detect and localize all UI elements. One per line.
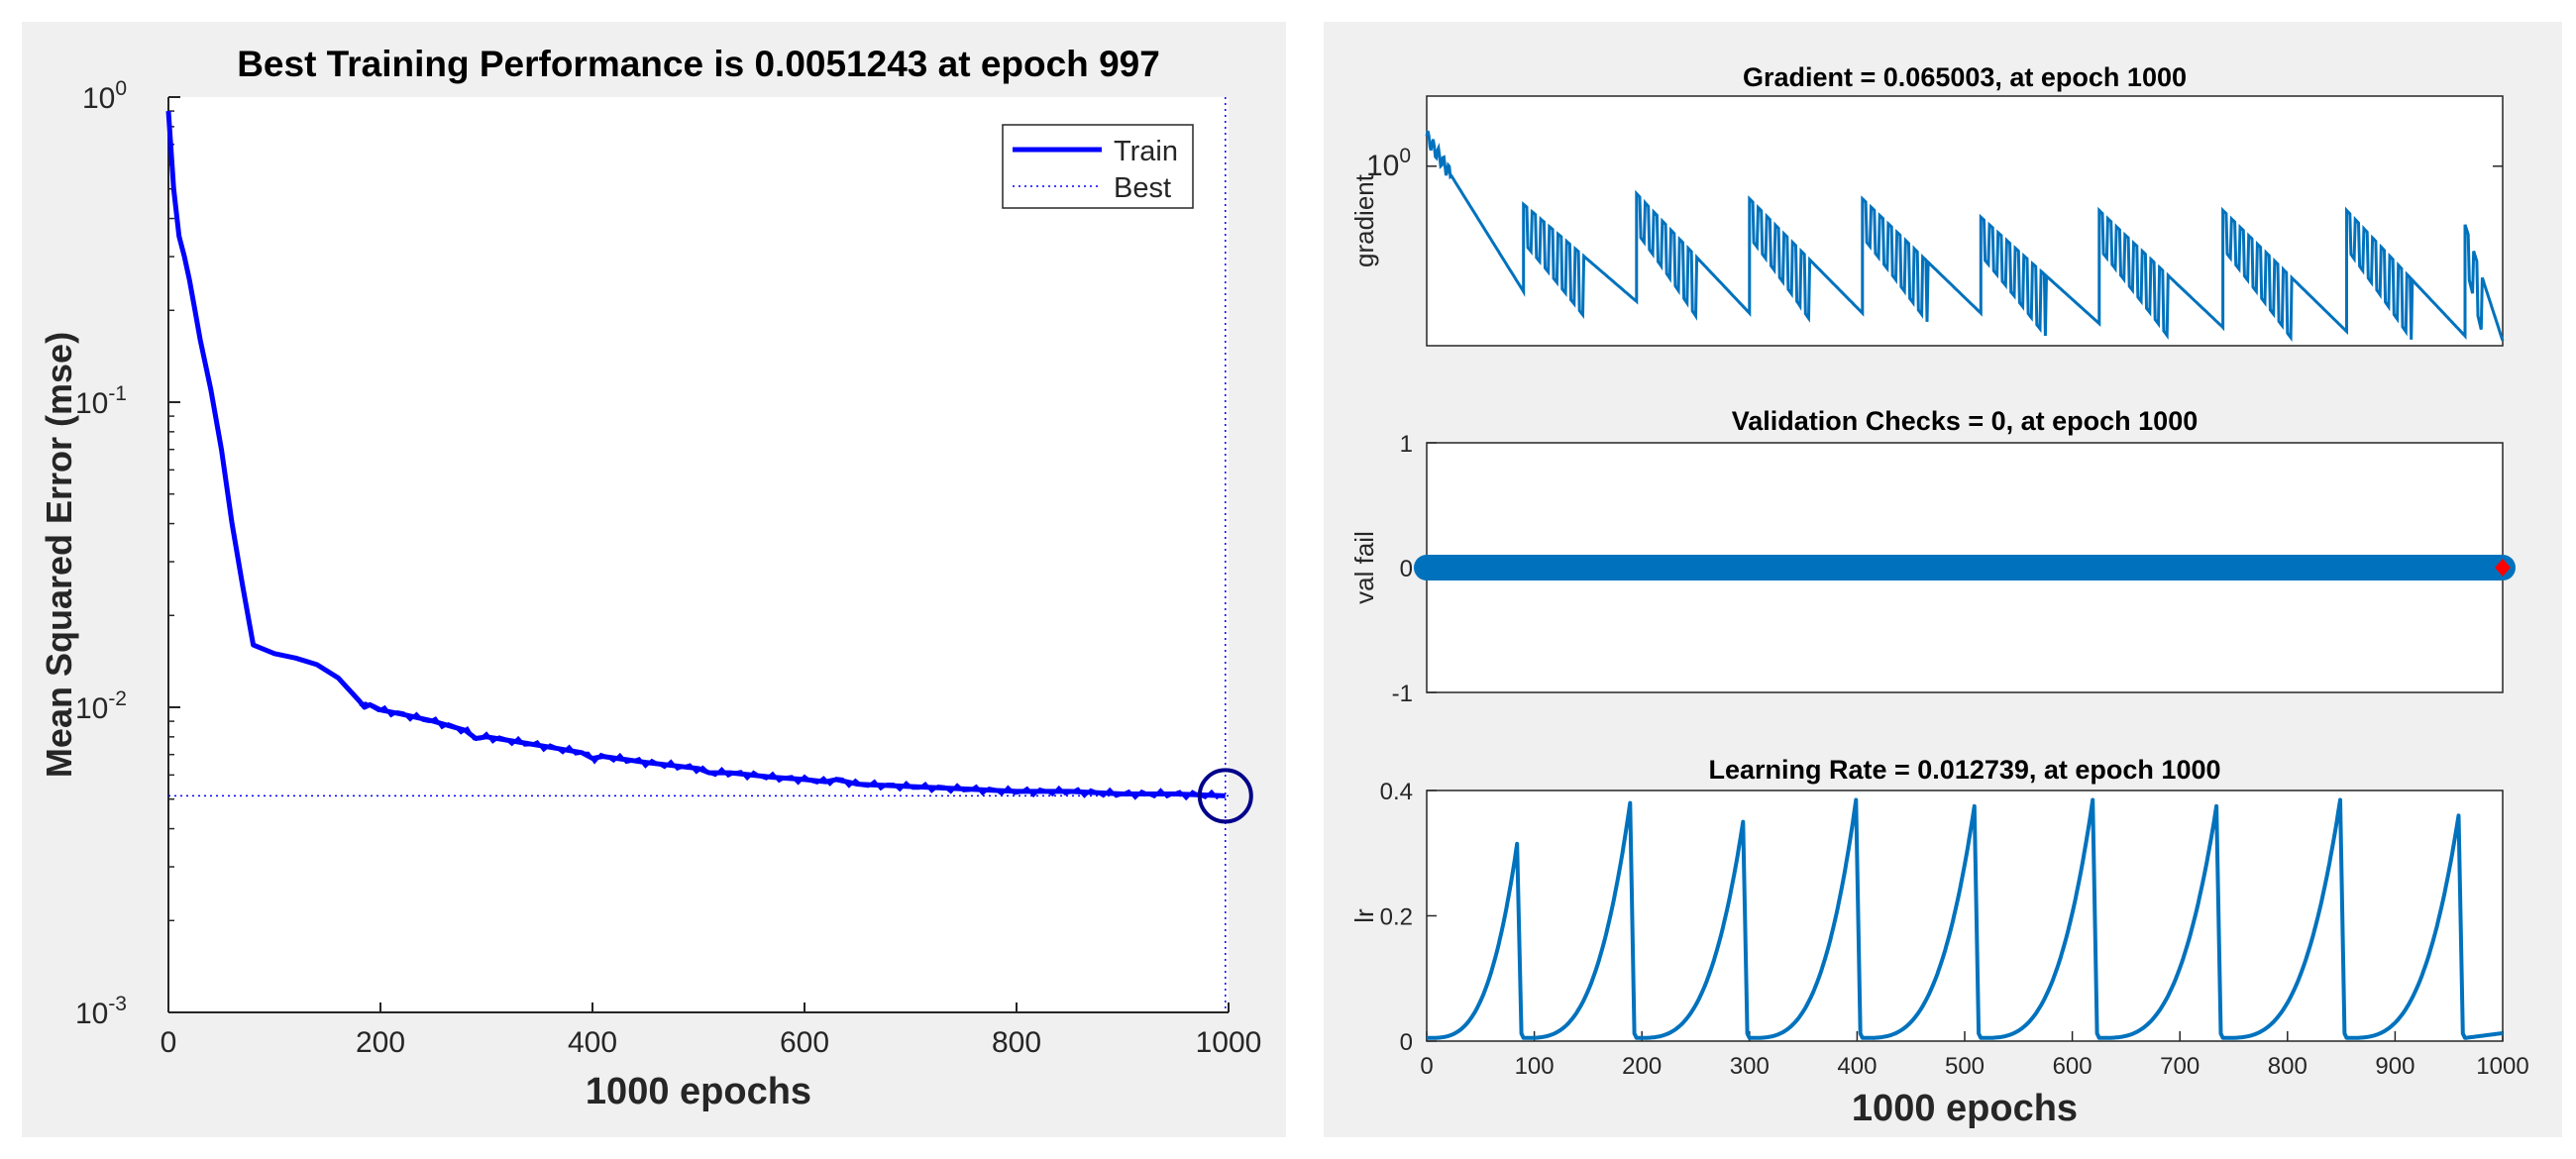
validation-y-label: val fail [1349, 531, 1379, 604]
x-tick-label: 200 [356, 1026, 405, 1059]
y-tick-label: 0.4 [1380, 779, 1413, 805]
y-tick-label: 10-1 [75, 382, 127, 420]
y-tick-label: 1 [1400, 431, 1413, 458]
y-axis-label: Mean Squared Error (mse) [39, 332, 79, 778]
x-tick-label: 900 [2375, 1053, 2415, 1080]
x-tick-label: 400 [1837, 1053, 1877, 1080]
performance-chart: Best Training Performance is 0.0051243 a… [39, 44, 1262, 1112]
legend-train-label: Train [1114, 136, 1178, 167]
y-tick-label: 0 [1400, 556, 1413, 582]
y-tick-label: 10-3 [75, 993, 127, 1030]
x-tick-label: 100 [1515, 1053, 1555, 1080]
y-tick-label: 100 [82, 77, 127, 115]
x-axis-label: 1000 epochs [586, 1071, 811, 1112]
x-tick-label: 700 [2160, 1053, 2200, 1080]
y-tick-label: 0 [1400, 1029, 1413, 1056]
gradient-title: Gradient = 0.065003, at epoch 1000 [1743, 62, 2187, 92]
learning-rate-y-label: lr [1349, 908, 1379, 923]
y-tick-label: 10-2 [75, 687, 127, 725]
gradient-series-line [1425, 130, 2505, 343]
y-tick-label: -1 [1392, 681, 1413, 707]
x-tick-label: 800 [2268, 1053, 2308, 1080]
x-tick-label: 600 [2053, 1053, 2093, 1080]
x-axis-label: 1000 epochs [1852, 1088, 2078, 1129]
y-tick-label: 0.2 [1380, 904, 1413, 931]
legend-box [1002, 124, 1194, 209]
plot-area [168, 97, 1229, 1012]
legend-best-label: Best [1114, 172, 1171, 204]
learning-rate-title: Learning Rate = 0.012739, at epoch 1000 [1708, 755, 2220, 785]
best-point-marker [1197, 768, 1253, 824]
x-tick-label: 400 [568, 1026, 617, 1059]
x-tick-label: 1000 [1196, 1026, 1262, 1059]
performance-figure-panel: Best Training Performance is 0.0051243 a… [22, 22, 1286, 1137]
gradient-y-label: gradient [1349, 173, 1379, 267]
x-tick-label: 200 [1622, 1053, 1662, 1080]
gradient-plot-area [1426, 95, 2504, 347]
train-series-noise [359, 701, 1220, 801]
x-tick-label: 800 [992, 1026, 1041, 1059]
chart-title: Best Training Performance is 0.0051243 a… [237, 44, 1160, 84]
y-tick-label: 100 [1366, 145, 1411, 182]
x-tick-label: 600 [780, 1026, 829, 1059]
training-state-figure-panel: Gradient = 0.065003, at epoch 1000 100 gra… [1324, 22, 2562, 1137]
validation-title: Validation Checks = 0, at epoch 1000 [1732, 406, 2198, 436]
x-tick-label: 0 [1420, 1053, 1433, 1080]
validation-final-marker [2495, 559, 2511, 577]
x-tick-label: 0 [161, 1026, 177, 1059]
learning-rate-plot-area [1426, 790, 2504, 1042]
learning-rate-series-line [1426, 797, 2504, 1040]
training-state-charts: Gradient = 0.065003, at epoch 1000100gra… [1349, 62, 2529, 1129]
x-tick-label: 1000 [2476, 1053, 2528, 1080]
x-tick-label: 300 [1730, 1053, 1770, 1080]
x-tick-label: 500 [1945, 1053, 1985, 1080]
